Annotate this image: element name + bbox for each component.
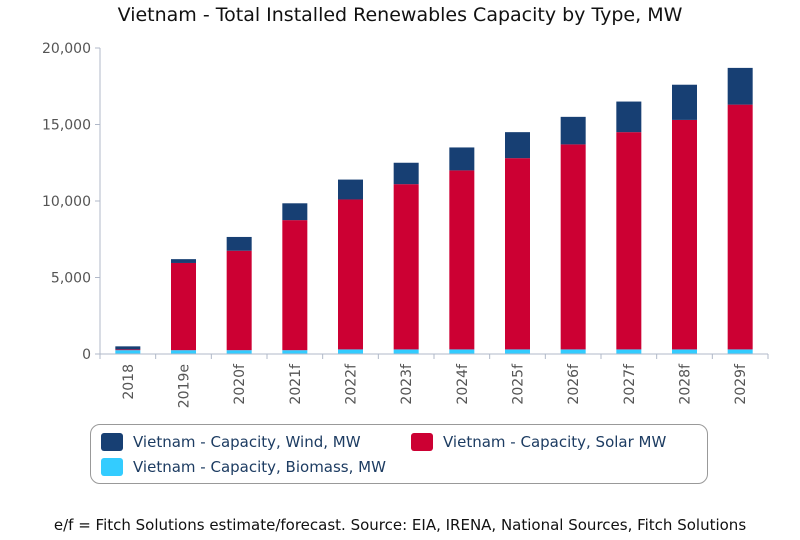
bar-solar-2026f[interactable]: [560, 144, 586, 350]
bar-biomass-2022f[interactable]: [338, 349, 363, 354]
bar-wind-2020f[interactable]: [226, 236, 252, 251]
legend-item-biomass[interactable]: Vietnam - Capacity, Biomass, MW: [101, 458, 386, 476]
bar-solar-2029f[interactable]: [727, 104, 753, 350]
bar-solar-2023f[interactable]: [393, 184, 419, 350]
y-tick-label: 20,000: [42, 41, 91, 57]
bars-layer: [115, 67, 753, 354]
bar-biomass-2018[interactable]: [115, 350, 141, 354]
bar-wind-2024f[interactable]: [449, 147, 475, 171]
bar-wind-2025f[interactable]: [505, 132, 530, 159]
x-tick-label: 2023f: [399, 363, 415, 405]
bar-solar-2027f[interactable]: [616, 132, 642, 350]
bar-wind-2028f[interactable]: [672, 84, 697, 120]
bar-wind-2021f[interactable]: [282, 203, 308, 221]
bar-solar-2020f[interactable]: [226, 250, 252, 351]
bar-wind-2026f[interactable]: [560, 116, 586, 145]
bar-biomass-2028f[interactable]: [672, 349, 697, 354]
bar-biomass-2023f[interactable]: [393, 349, 419, 354]
legend: Vietnam - Capacity, Wind, MW Vietnam - C…: [90, 424, 708, 484]
bar-biomass-2020f[interactable]: [226, 350, 252, 354]
x-tick-label: 2029f: [733, 363, 749, 405]
legend-label-solar: Vietnam - Capacity, Solar MW: [443, 433, 667, 451]
bar-biomass-2019e[interactable]: [171, 350, 196, 354]
legend-label-wind: Vietnam - Capacity, Wind, MW: [133, 433, 361, 451]
bar-wind-2018[interactable]: [115, 346, 141, 350]
x-tick-label: 2022f: [344, 363, 360, 405]
bar-wind-2019e[interactable]: [171, 259, 196, 263]
y-tick-label: 0: [82, 347, 91, 363]
x-tick-label: 2020f: [232, 363, 248, 405]
y-tick-label: 10,000: [42, 194, 91, 210]
x-tick-label: 2021f: [288, 363, 304, 405]
x-tick-label: 2018: [121, 364, 137, 400]
x-tick-label: 2024f: [455, 363, 471, 405]
bar-solar-2021f[interactable]: [282, 220, 308, 351]
chart-title: Vietnam - Total Installed Renewables Cap…: [117, 4, 683, 26]
legend-swatch-wind: [101, 433, 123, 451]
x-tick-label: 2028f: [678, 363, 694, 405]
bar-biomass-2025f[interactable]: [505, 349, 530, 354]
bar-biomass-2029f[interactable]: [727, 349, 753, 354]
source-footnote: e/f = Fitch Solutions estimate/forecast.…: [53, 516, 747, 534]
bar-solar-2019e[interactable]: [171, 262, 196, 351]
bar-biomass-2024f[interactable]: [449, 349, 475, 354]
bar-biomass-2021f[interactable]: [282, 350, 308, 354]
bar-solar-2028f[interactable]: [672, 119, 697, 350]
bar-biomass-2026f[interactable]: [560, 349, 586, 354]
x-tick-label: 2019e: [177, 364, 193, 408]
legend-item-solar[interactable]: Vietnam - Capacity, Solar MW: [411, 433, 666, 451]
bar-wind-2027f[interactable]: [616, 101, 642, 133]
chart-area: 0 5,000 10,000 15,000 20,000 2018 2019e 2020f 20…: [42, 41, 769, 408]
y-tick-label: 5,000: [51, 271, 91, 287]
y-tick-label: 15,000: [42, 118, 91, 134]
legend-item-wind[interactable]: Vietnam - Capacity, Wind, MW: [101, 433, 361, 451]
x-tick-label: 2026f: [566, 363, 582, 405]
x-tick-label: 2027f: [622, 363, 638, 405]
bar-wind-2023f[interactable]: [393, 162, 419, 185]
bar-wind-2022f[interactable]: [338, 179, 363, 200]
bar-biomass-2027f[interactable]: [616, 349, 642, 354]
axes-layer: 0 5,000 10,000 15,000 20,000 2018 2019e 2020f 20…: [42, 41, 769, 408]
bar-solar-2018[interactable]: [115, 349, 141, 351]
legend-swatch-solar: [411, 433, 433, 451]
bar-solar-2024f[interactable]: [449, 170, 475, 350]
x-tick-label: 2025f: [511, 363, 527, 405]
legend-swatch-biomass: [101, 458, 123, 476]
bar-solar-2025f[interactable]: [505, 158, 530, 350]
bar-solar-2022f[interactable]: [338, 199, 363, 350]
legend-label-biomass: Vietnam - Capacity, Biomass, MW: [133, 458, 386, 476]
bar-wind-2029f[interactable]: [727, 67, 753, 105]
